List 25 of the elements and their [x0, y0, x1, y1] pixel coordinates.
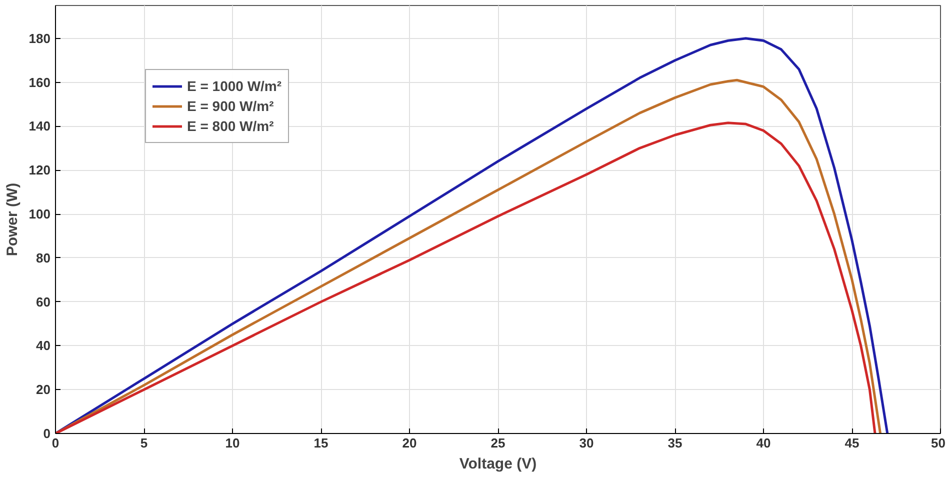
x-tick-label: 50 [931, 436, 946, 450]
legend-label: E = 800 W/m² [187, 118, 274, 134]
y-tick-label: 0 [43, 426, 51, 441]
x-tick-label: 35 [668, 436, 682, 450]
x-tick-label: 25 [490, 436, 506, 450]
x-tick-label: 30 [579, 436, 594, 450]
y-tick-label: 160 [28, 74, 51, 90]
x-tick-label: 45 [844, 436, 860, 450]
x-tick-label: 5 [140, 436, 148, 450]
y-tick-label: 100 [28, 206, 51, 222]
y-tick-label: 180 [28, 30, 51, 46]
x-tick-label: 15 [314, 436, 328, 450]
y-tick-label: 120 [28, 162, 51, 178]
x-tick-label: 10 [225, 436, 240, 450]
y-tick-label: 40 [36, 338, 51, 354]
x-axis-title: Voltage (V) [459, 456, 537, 472]
y-tick-label: 20 [36, 382, 51, 398]
y-tick-label: 140 [28, 118, 51, 134]
x-tick-label: 40 [756, 436, 771, 450]
y-axis-title: Power (W) [4, 182, 21, 256]
x-tick-label: 20 [402, 436, 417, 450]
legend-label: E = 1000 W/m² [187, 78, 282, 94]
y-tick-label: 80 [36, 250, 51, 266]
y-tick-label: 60 [36, 294, 51, 310]
legend-label: E = 900 W/m² [187, 98, 274, 114]
